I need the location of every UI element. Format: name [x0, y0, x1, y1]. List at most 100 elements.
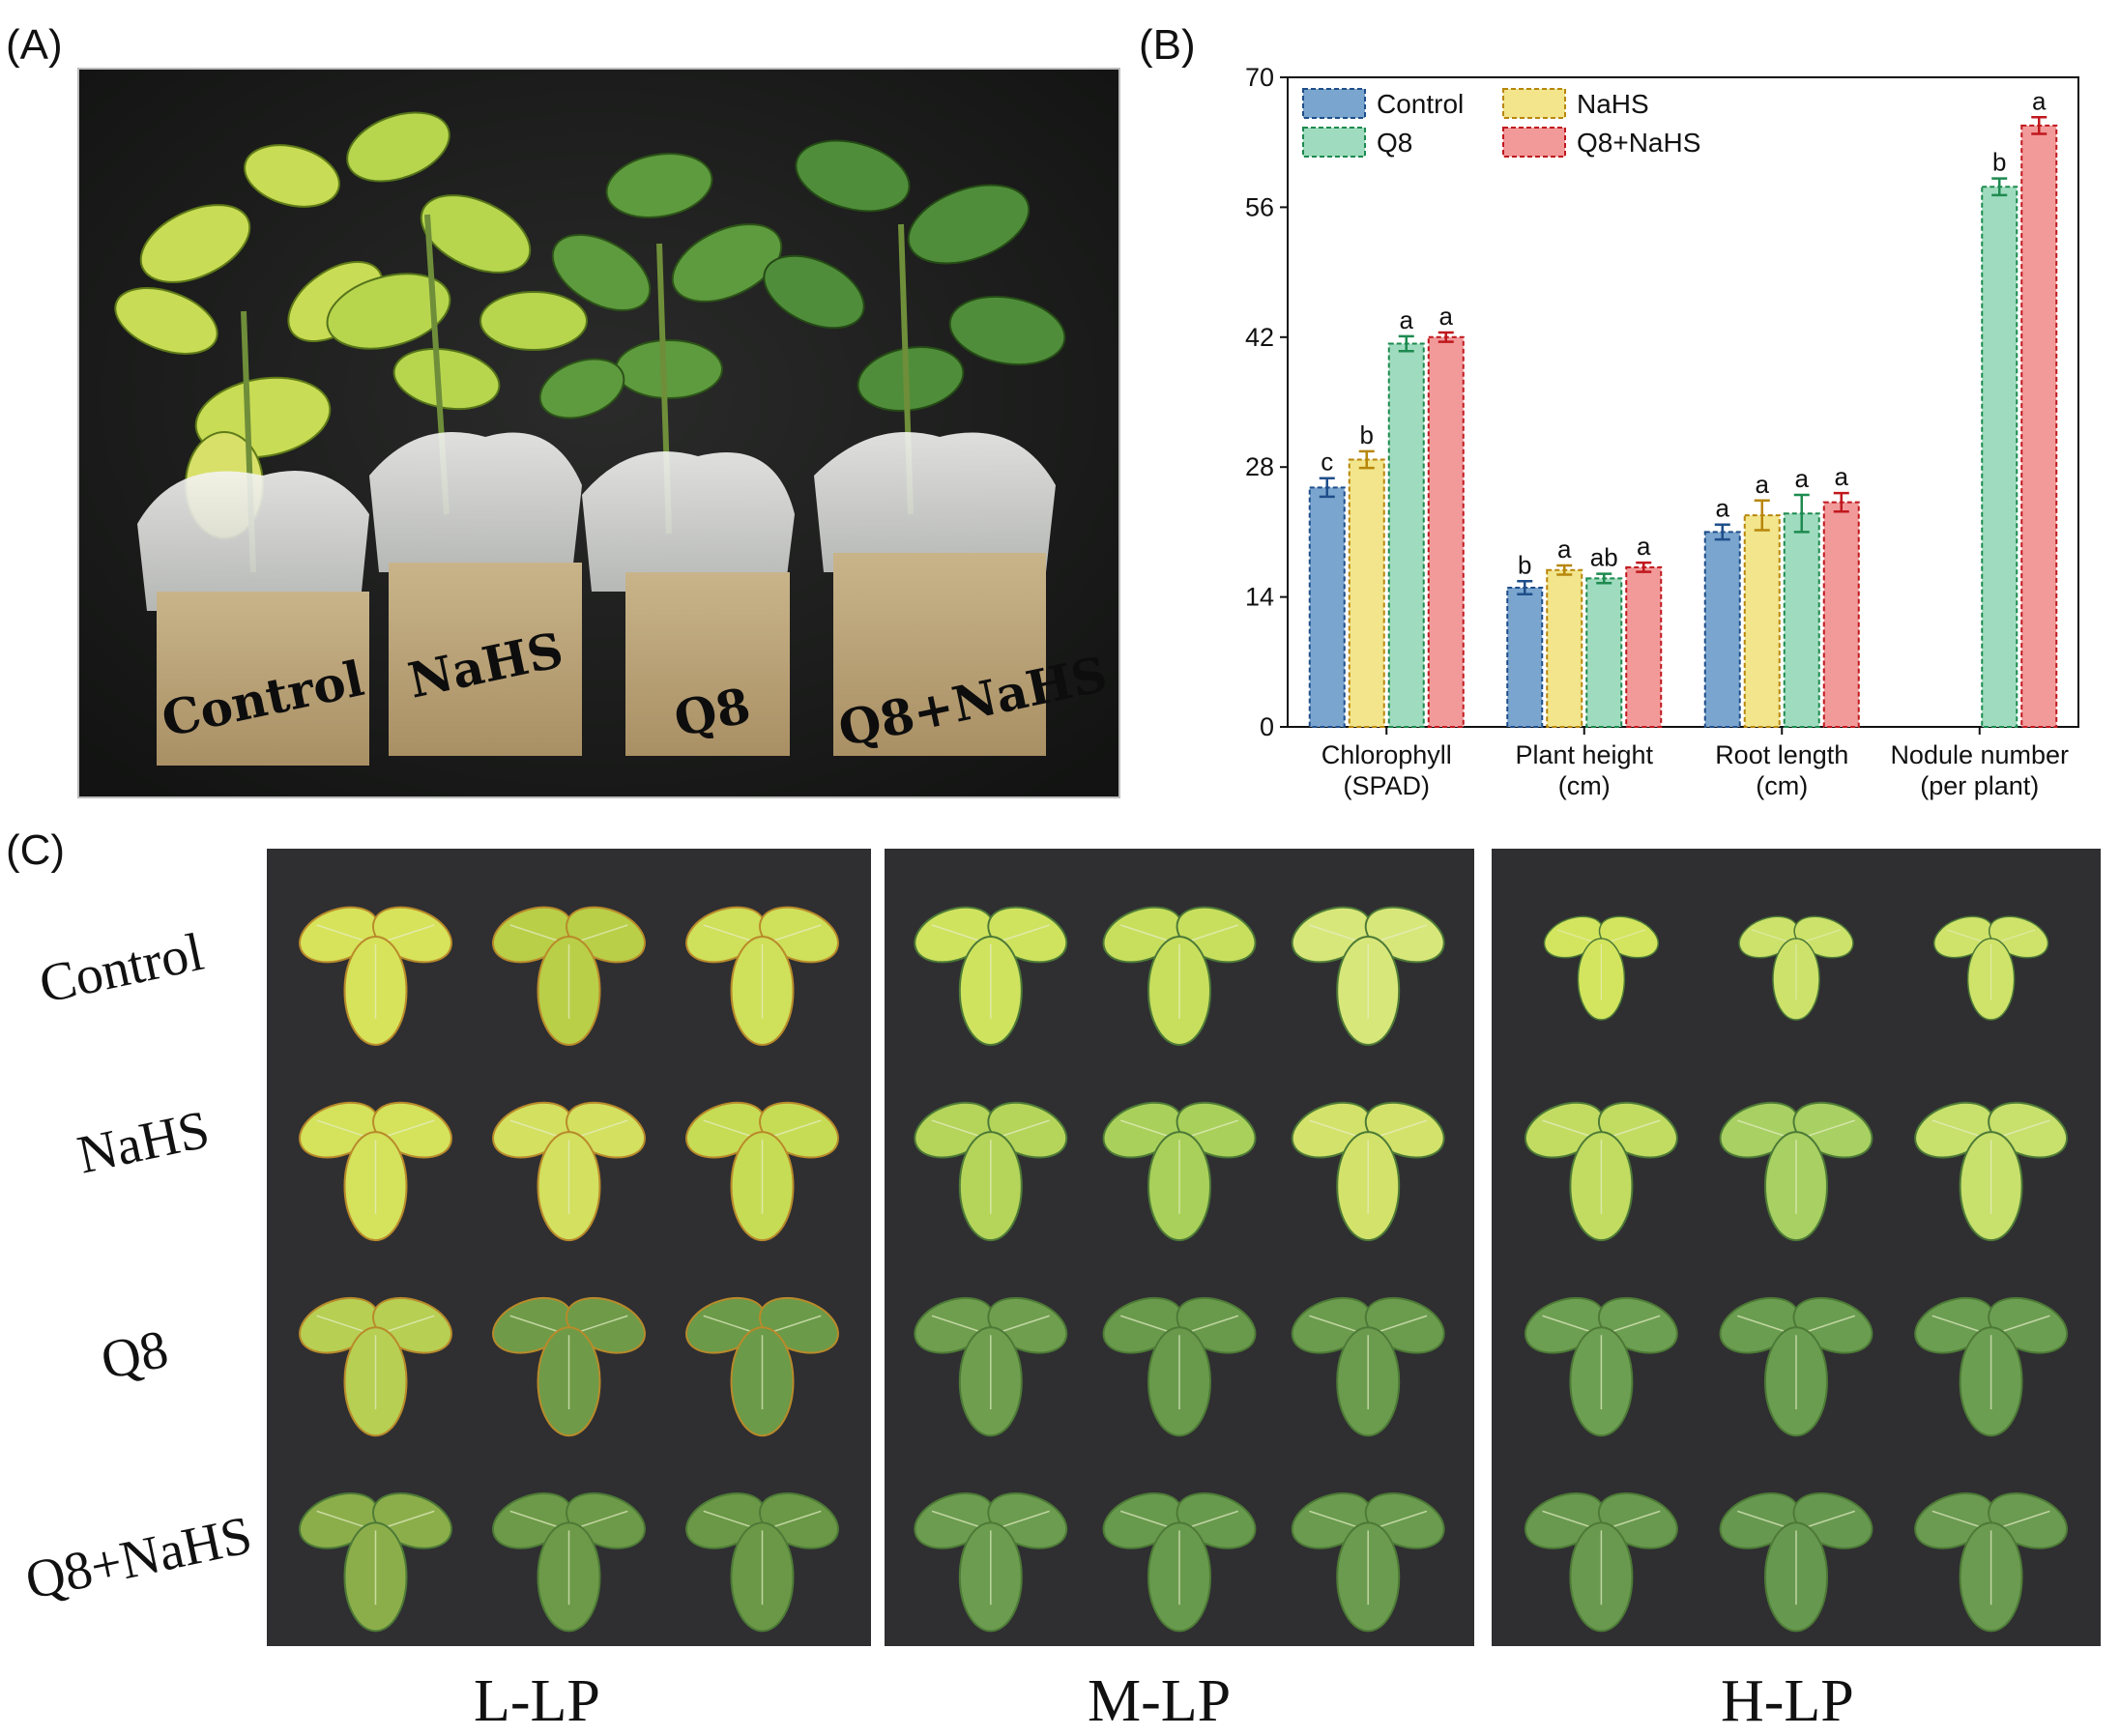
y-tick-label: 28: [1245, 452, 1274, 481]
bar: [1506, 587, 1544, 728]
trifoliate-leaf: [685, 1296, 839, 1437]
x-tick-label: (per plant): [1920, 771, 2039, 800]
significance-letter: a: [1400, 305, 1414, 334]
pot-nahs: [389, 563, 582, 756]
significance-letter: a: [1557, 535, 1572, 564]
legend-label: NaHS: [1577, 89, 1649, 119]
y-tick-label: 14: [1245, 583, 1274, 612]
trifoliate-leaf: [1102, 906, 1257, 1046]
y-tick-label: 70: [1245, 63, 1274, 92]
trifoliate-leaf: [1102, 1492, 1257, 1633]
trifoliate-leaf: [1914, 1101, 2069, 1242]
x-tick-label: (cm): [1756, 771, 1808, 800]
trifoliate-leaf: [1719, 1296, 1873, 1437]
panel-label-b: (B): [1139, 21, 1196, 69]
y-tick-label: 0: [1260, 712, 1274, 741]
significance-letter: b: [1992, 148, 2006, 177]
bar: [1308, 486, 1346, 728]
trifoliate-leaf: [914, 1492, 1068, 1633]
panel-label-c: (C): [6, 826, 66, 874]
significance-letter: b: [1518, 550, 1531, 579]
y-tick-label: 42: [1245, 323, 1274, 352]
bar: [1387, 342, 1425, 728]
trifoliate-leaf: [1933, 915, 2049, 1021]
trifoliate-leaf: [1719, 1492, 1873, 1633]
trifoliate-leaf: [685, 1101, 839, 1242]
bar: [1427, 335, 1465, 728]
trifoliate-leaf: [685, 906, 839, 1046]
pot-control: [157, 592, 369, 766]
significance-letter: c: [1321, 448, 1333, 477]
trifoliate-leaf: [299, 1101, 452, 1242]
legend-label: Q8: [1377, 128, 1412, 158]
column-label-m-lp: M-LP: [1088, 1668, 1232, 1734]
bar: [1585, 577, 1623, 729]
trifoliate-leaf: [1543, 915, 1659, 1021]
legend-swatch: [1502, 88, 1566, 119]
plant-photo: Control NaHS Q8 Q8+NaHS: [79, 70, 1118, 796]
significance-letter: a: [1439, 302, 1454, 331]
trifoliate-leaf: [1291, 1492, 1445, 1633]
trifoliate-leaf: [1291, 1296, 1445, 1437]
trifoliate-leaf: [1914, 1296, 2069, 1437]
trifoliate-leaf: [1914, 1492, 2069, 1633]
row-label-control: Control: [34, 921, 209, 1016]
significance-letter: a: [1756, 470, 1770, 499]
x-tick-label: Root length: [1715, 740, 1848, 769]
plot-frame: [1287, 76, 2079, 728]
bar: [1625, 565, 1663, 728]
leaf-illustration: [1524, 915, 2069, 1633]
bar: [1981, 186, 2018, 728]
bar: [1743, 514, 1781, 728]
significance-letter: a: [1835, 462, 1849, 491]
significance-letter: a: [1637, 532, 1651, 561]
trifoliate-leaf: [492, 1296, 646, 1437]
leaf-illustration: [914, 906, 1445, 1633]
plant-bags: [137, 432, 1056, 766]
leaf-panel-l-lp: [267, 849, 871, 1646]
trifoliate-leaf: [1524, 1101, 1678, 1242]
bar: [1822, 501, 1860, 728]
trifoliate-leaf: [1291, 1101, 1445, 1242]
bar: [1783, 512, 1820, 729]
trifoliate-leaf: [685, 1492, 839, 1633]
significance-letter: a: [1716, 494, 1730, 523]
trifoliate-leaf: [299, 906, 452, 1046]
legend-swatch: [1302, 127, 1366, 158]
panel-label-a: (A): [6, 21, 63, 69]
significance-letter: ab: [1590, 543, 1618, 572]
plant-foliage: [114, 111, 1066, 573]
leaf-grid: Control NaHS Q8 Q8+NaHS L-LP M-LP H-LP: [0, 831, 2120, 1734]
pot-q8: [625, 572, 790, 756]
legend-label: Control: [1377, 89, 1464, 119]
pot-q8-nahs: [833, 553, 1046, 756]
trifoliate-leaf: [1102, 1101, 1257, 1242]
trifoliate-leaf: [492, 906, 646, 1046]
trifoliate-leaf: [299, 1492, 452, 1633]
bar-chart: 0 14 28 42 56 70 Chlorophyll (SPAD) c b a a Plant he…: [1141, 48, 2120, 831]
legend-label: Q8+NaHS: [1577, 128, 1700, 158]
y-tick-label: 56: [1245, 192, 1274, 221]
bar: [1546, 568, 1583, 729]
bar: [1703, 531, 1741, 728]
x-tick-label: Chlorophyll: [1321, 740, 1452, 769]
column-label-h-lp: H-LP: [1721, 1668, 1854, 1734]
column-label-l-lp: L-LP: [474, 1668, 600, 1734]
significance-letter: a: [1795, 464, 1810, 493]
trifoliate-leaf: [1291, 906, 1445, 1046]
legend-swatch: [1302, 88, 1366, 119]
bar: [1348, 458, 1385, 728]
trifoliate-leaf: [914, 1101, 1068, 1242]
trifoliate-leaf: [1719, 1101, 1873, 1242]
x-tick-label: Nodule number: [1890, 740, 2069, 769]
leaf-panel-m-lp: [885, 849, 1474, 1646]
row-label-q8-nahs: Q8+NaHS: [20, 1505, 257, 1611]
legend-swatch: [1502, 127, 1566, 158]
x-tick-label: (cm): [1558, 771, 1611, 800]
significance-letter: b: [1360, 420, 1374, 449]
trifoliate-leaf: [492, 1101, 646, 1242]
trifoliate-leaf: [1102, 1296, 1257, 1437]
trifoliate-leaf: [299, 1296, 452, 1437]
x-tick-label: Plant height: [1515, 740, 1653, 769]
